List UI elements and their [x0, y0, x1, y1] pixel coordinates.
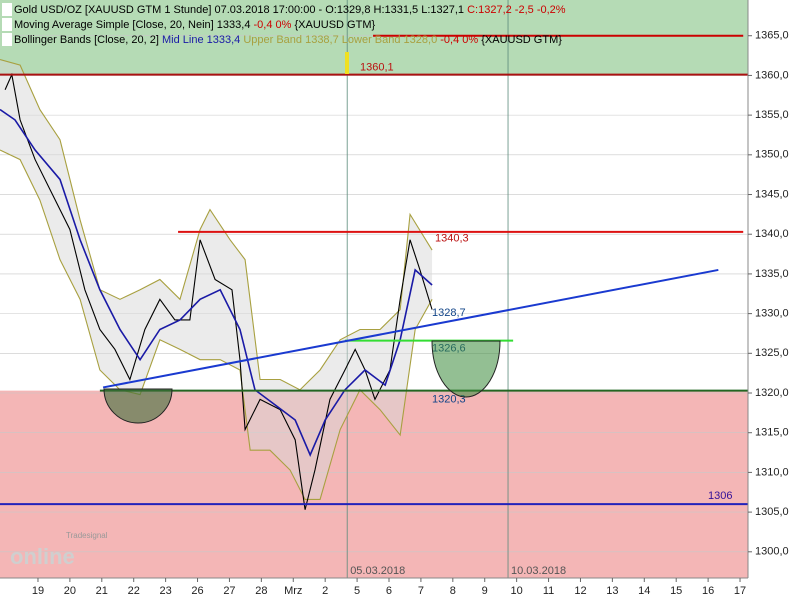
header-segment: Gold USD/OZ [XAUUSD GTM 1 Stunde] 07.03.…	[14, 4, 467, 16]
header-segment: Bollinger Bands [Close, 20, 2]	[14, 34, 162, 46]
x-tick-label: 11	[543, 585, 554, 597]
x-tick-label: 14	[638, 585, 650, 597]
level-label: 1360,1	[360, 62, 394, 74]
y-tick-label: 1340,0	[755, 228, 789, 240]
level-label: 1328,7	[432, 307, 466, 319]
y-tick-label: 1345,0	[755, 188, 789, 200]
x-tick-label: Mrz	[284, 585, 302, 597]
header-segment: Moving Average Simple [Close, 20, Nein] …	[14, 19, 254, 31]
cup-shape	[431, 340, 501, 398]
series-line	[0, 108, 433, 457]
x-tick-label: 2	[322, 585, 328, 597]
plot-area: 05.03.2018 10.03.2018 1360,1 1340,3 1328,7 13…	[0, 0, 748, 578]
cup-shape	[103, 388, 173, 424]
header-bg	[2, 33, 12, 46]
y-tick-label: 1330,0	[755, 308, 789, 320]
level-marker	[345, 52, 349, 74]
header-segment: Upper Band 1338,7 Lower Band 1328,0	[240, 34, 437, 46]
header-bg	[2, 18, 12, 31]
level-label: 1320,3	[432, 394, 466, 406]
y-tick-label: 1350,0	[755, 149, 789, 161]
header-bg	[2, 3, 12, 16]
x-tick-label: 12	[574, 585, 586, 597]
y-tick-label: 1315,0	[755, 427, 789, 439]
x-tick-label: 16	[702, 585, 714, 597]
zone	[0, 390, 748, 578]
header-line: Gold USD/OZ [XAUUSD GTM 1 Stunde] 07.03.…	[14, 4, 566, 16]
header-segment: Mid Line 1333,4	[162, 34, 240, 46]
header-line: Moving Average Simple [Close, 20, Nein] …	[14, 19, 375, 31]
trend-line	[102, 268, 719, 389]
date-marker-label: 10.03.2018	[511, 565, 566, 577]
x-tick-label: 15	[670, 585, 682, 597]
date-marker-label: 05.03.2018	[350, 565, 405, 577]
level-label: 1306	[708, 490, 732, 502]
x-tick-label: 17	[734, 585, 746, 597]
header-segment: -0,4 0%	[437, 34, 478, 46]
y-tick-label: 1335,0	[755, 268, 789, 280]
zone	[0, 0, 748, 75]
logo-small: Tradesignal	[66, 531, 108, 540]
x-tick-label: 22	[128, 585, 140, 597]
x-tick-label: 10	[511, 585, 523, 597]
x-tick-label: 8	[450, 585, 456, 597]
series-line	[0, 149, 433, 500]
y-tick-label: 1300,0	[755, 546, 789, 558]
series-line	[0, 59, 433, 391]
logo-big: online	[10, 544, 75, 569]
x-tick-label: 5	[354, 585, 360, 597]
y-tick-label: 1355,0	[755, 109, 789, 121]
x-tick-label: 28	[255, 585, 267, 597]
level-label: 1340,3	[435, 233, 469, 245]
series-line	[4, 72, 433, 510]
x-tick-label: 7	[418, 585, 424, 597]
x-tick-label: 6	[386, 585, 392, 597]
y-tick-label: 1310,0	[755, 466, 789, 478]
x-tick-label: 27	[223, 585, 235, 597]
x-tick-label: 19	[32, 585, 44, 597]
y-tick-label: 1360,0	[755, 69, 789, 81]
x-tick-label: 20	[64, 585, 76, 597]
y-tick-label: 1320,0	[755, 387, 789, 399]
y-tick-label: 1365,0	[755, 30, 789, 42]
y-tick-label: 1325,0	[755, 347, 789, 359]
x-tick-label: 21	[96, 585, 108, 597]
header-segment: C:1327,2 -2,5 -0,2%	[467, 4, 566, 16]
header-segment: {XAUUSD GTM}	[478, 34, 562, 46]
header-segment: {XAUUSD GTM}	[291, 19, 375, 31]
header-segment: -0,4 0%	[254, 19, 292, 31]
x-tick-label: 9	[482, 585, 488, 597]
x-tick-label: 23	[159, 585, 171, 597]
y-tick-label: 1305,0	[755, 506, 789, 518]
x-tick-label: 26	[191, 585, 203, 597]
x-tick-label: 13	[606, 585, 618, 597]
header-line: Bollinger Bands [Close, 20, 2] Mid Line …	[14, 34, 562, 46]
